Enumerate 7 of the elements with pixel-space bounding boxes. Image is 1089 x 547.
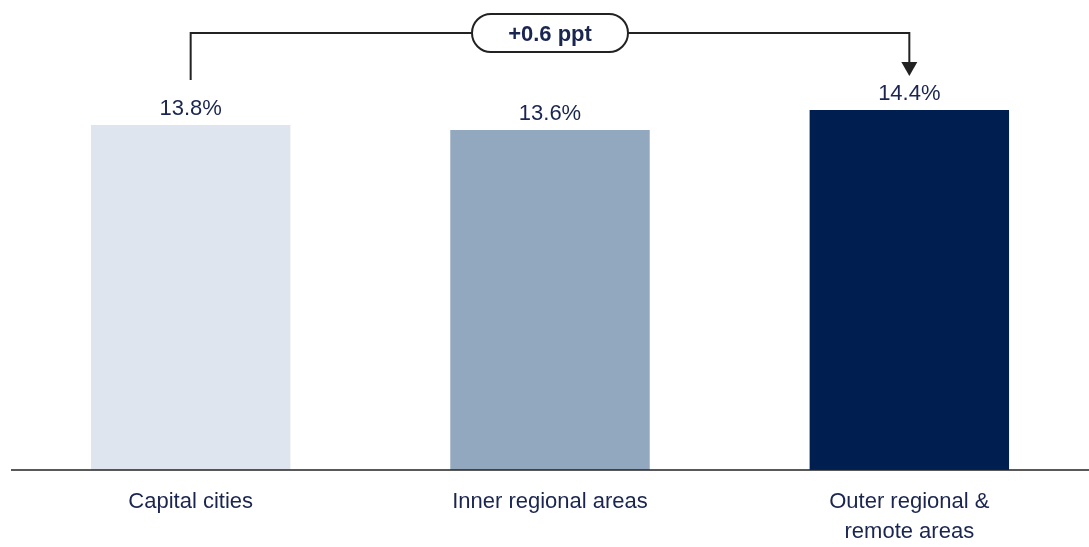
data-label: 13.8% [159,95,222,120]
text: +0.6 ppt [508,21,593,46]
data-label: 14.4% [878,80,941,105]
x-tick-label: Capital cities [128,488,254,513]
x-tick-label: Outer regional & remote areas [829,488,990,543]
x-tick-label: Inner regional areas [452,488,648,513]
data-label: 13.6% [518,100,582,125]
